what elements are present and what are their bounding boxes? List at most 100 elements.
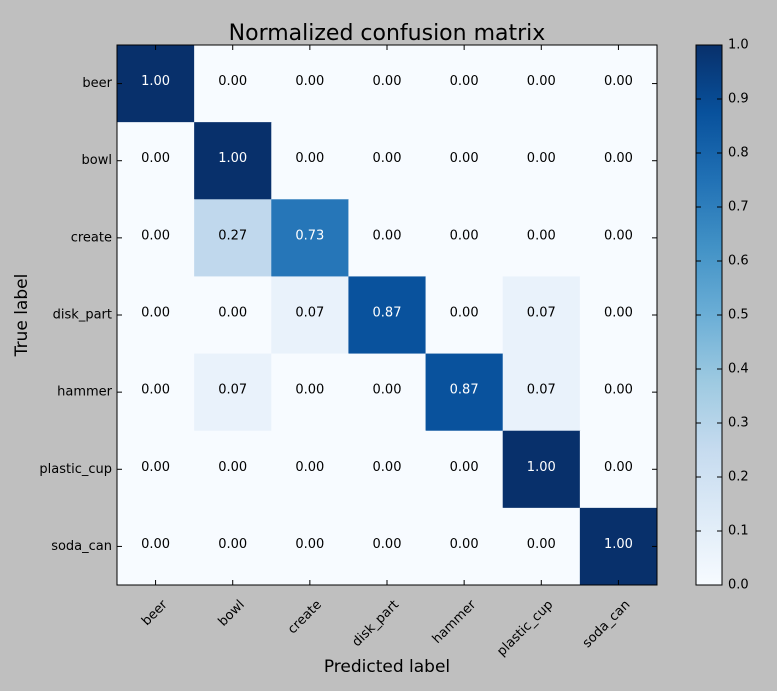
cell-value-label: 1.00	[218, 151, 247, 166]
heatmap-cell	[502, 353, 581, 432]
y-tick-label: bowl	[82, 153, 112, 168]
cell-value-label: 0.00	[450, 151, 479, 166]
colorbar-tick-label: 0.8	[728, 146, 749, 161]
heatmap-cell	[194, 199, 272, 277]
colorbar: 0.0 0.1 0.2 0.3 0.4 0.5 0.6 0.7 0.8 0.9 1.0	[695, 38, 749, 593]
colorbar-tick-label: 0.0	[728, 578, 749, 593]
cell-value-label: 0.07	[295, 306, 324, 321]
cell-value-label: 0.07	[527, 306, 556, 321]
heatmap-cell	[194, 430, 272, 509]
heatmap-cell	[348, 507, 427, 586]
y-tick-label: disk_part	[53, 308, 112, 323]
x-tick-label: disk_part	[349, 597, 402, 650]
colorbar-tick-label: 0.9	[728, 92, 749, 107]
cell-value-label: 0.00	[450, 537, 479, 552]
cell-value-label: 0.00	[527, 151, 556, 166]
cell-value-label: 0.00	[141, 460, 170, 475]
cell-value-label: 0.00	[604, 460, 633, 475]
heatmap-cell	[271, 199, 349, 277]
cell-value-label: 0.00	[527, 74, 556, 89]
x-axis-label: Predicted label	[324, 657, 450, 677]
cell-value-label: 0.00	[604, 228, 633, 243]
cell-value-label: 0.00	[450, 74, 479, 89]
cell-value-label: 0.07	[218, 383, 247, 398]
heatmap-cell	[348, 45, 427, 123]
heatmap-cell	[194, 507, 272, 586]
cell-value-label: 0.00	[141, 151, 170, 166]
heatmap-cell	[348, 276, 427, 355]
heatmap-cell	[194, 45, 272, 123]
cell-value-label: 0.00	[295, 74, 324, 89]
cell-value-label: 0.00	[450, 228, 479, 243]
colorbar-tick-label: 1.0	[728, 38, 749, 53]
cell-value-label: 0.00	[604, 383, 633, 398]
heatmap-cell	[194, 353, 272, 432]
heatmap-cell	[271, 45, 349, 123]
heatmap-cell	[425, 276, 504, 355]
cell-value-label: 0.00	[373, 228, 402, 243]
cell-value-label: 0.00	[218, 306, 247, 321]
y-axis-label: True label	[12, 274, 32, 358]
x-tick-label: plastic_cup	[494, 597, 556, 659]
cell-value-label: 1.00	[141, 74, 170, 89]
cell-value-label: 0.00	[295, 383, 324, 398]
cell-value-label: 1.00	[604, 537, 633, 552]
heatmap-cell	[579, 276, 658, 355]
x-tick-label: soda_can	[580, 597, 634, 651]
cell-value-label: 0.07	[527, 383, 556, 398]
heatmap-cell	[194, 276, 272, 355]
cell-value-label: 0.00	[295, 537, 324, 552]
cell-value-label: 0.00	[604, 74, 633, 89]
y-tick-label: plastic_cup	[39, 462, 112, 477]
heatmap-value-labels: 1.00 0.00 0.00 0.00 0.00 0.00 0.00 0.00 1.00 0.00…	[141, 74, 633, 552]
colorbar-tick-label: 0.2	[728, 470, 749, 485]
chart-title: Normalized confusion matrix	[229, 21, 546, 46]
cell-value-label: 0.73	[295, 228, 324, 243]
y-tick-label: create	[71, 230, 112, 245]
cell-value-label: 0.00	[373, 537, 402, 552]
x-tick-label: beer	[139, 597, 171, 629]
heatmap-cell	[271, 507, 349, 586]
cell-value-label: 0.00	[141, 383, 170, 398]
heatmap-cell	[579, 122, 658, 200]
heatmap-cell	[425, 199, 504, 277]
heatmap-cell	[117, 45, 195, 123]
cell-value-label: 0.00	[527, 537, 556, 552]
cell-value-label: 0.00	[295, 151, 324, 166]
cell-value-label: 0.00	[373, 460, 402, 475]
cell-value-label: 0.00	[527, 228, 556, 243]
heatmap-cell	[348, 122, 427, 200]
heatmap-cell	[425, 45, 504, 123]
cell-value-label: 0.00	[218, 74, 247, 89]
x-tick-label: create	[285, 597, 325, 637]
heatmap-cell	[194, 122, 272, 200]
heatmap-cell	[348, 199, 427, 277]
cell-value-label: 0.00	[604, 151, 633, 166]
cell-value-label: 0.00	[141, 537, 170, 552]
cell-value-label: 0.87	[373, 306, 402, 321]
colorbar-tick-label: 0.5	[728, 308, 749, 323]
cell-value-label: 0.00	[450, 306, 479, 321]
y-tick-label: soda_can	[51, 539, 112, 554]
cell-value-label: 0.00	[450, 460, 479, 475]
heatmap-cell	[579, 430, 658, 509]
cell-value-label: 0.00	[141, 228, 170, 243]
heatmap-cell	[502, 122, 581, 200]
heatmap-cell	[348, 430, 427, 509]
heatmap-cell	[502, 276, 581, 355]
cell-value-label: 0.87	[450, 383, 479, 398]
x-tick-label: bowl	[216, 597, 248, 629]
heatmap-cell	[271, 122, 349, 200]
heatmap-cell	[271, 353, 349, 432]
colorbar-tick-label: 0.4	[728, 362, 749, 377]
heatmap-cell	[117, 430, 195, 509]
x-tick-label: hammer	[430, 597, 480, 647]
heatmap-cell	[502, 430, 581, 509]
heatmap-cell	[579, 199, 658, 277]
x-tick-labels: beer bowl create disk_part hammer plastic_cup…	[139, 597, 633, 659]
cell-value-label: 0.00	[218, 460, 247, 475]
heatmap-cell	[502, 45, 581, 123]
cell-value-label: 0.00	[373, 383, 402, 398]
